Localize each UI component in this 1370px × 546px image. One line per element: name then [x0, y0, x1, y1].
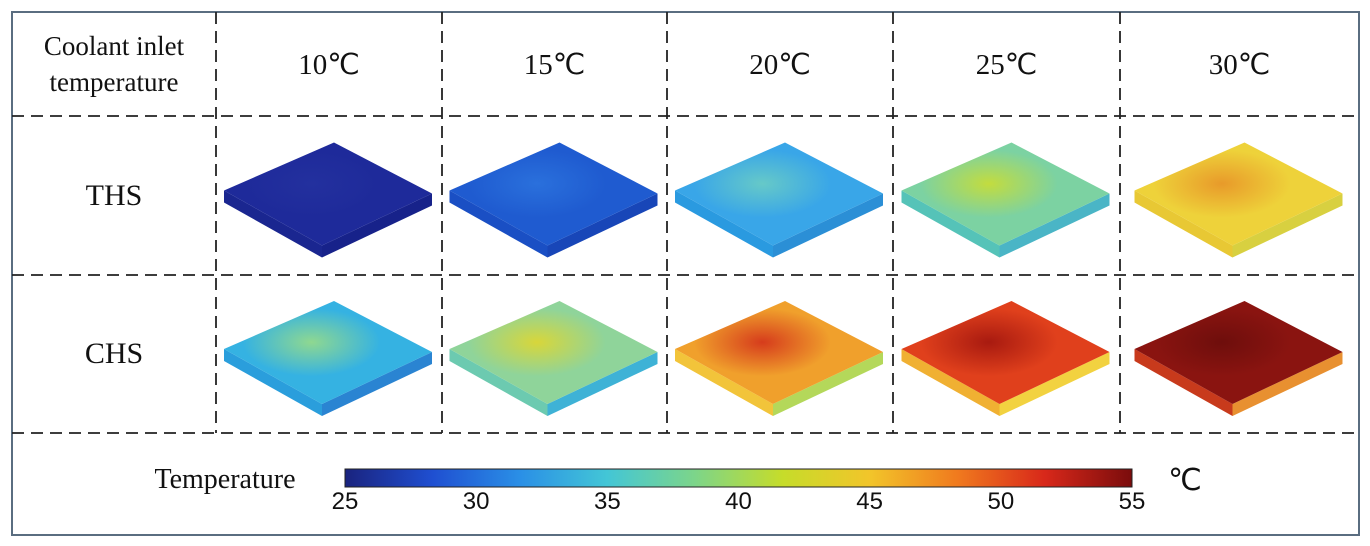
plate-side-right [999, 193, 1110, 258]
plate-top-surface [449, 142, 658, 246]
row-label-chs: CHS [84, 337, 144, 370]
plate-top-surface [901, 142, 1110, 246]
legend-title: Temperature [154, 464, 296, 495]
heat-sink-chs-3 [675, 301, 883, 416]
plate-side-right [547, 352, 658, 416]
plate-side-right [1232, 352, 1343, 416]
plate-top-surface [449, 301, 658, 404]
header-temp-25: 25℃ [975, 48, 1038, 81]
heat-sink-ths-4 [901, 142, 1110, 258]
plate-top-surface [1134, 142, 1343, 246]
heat-sink-ths-5 [1134, 142, 1343, 258]
heat-sink-chs-2 [449, 301, 658, 416]
colorbar-tick-45: 45 [856, 488, 884, 515]
plate-top-surface [901, 301, 1110, 404]
colorbar [344, 468, 1133, 488]
colorbar-tick-25: 25 [331, 488, 359, 515]
header-line-1: Coolant inlet [43, 31, 185, 61]
plate-top-surface [675, 142, 883, 246]
plate-side-front [675, 349, 773, 416]
heat-sink-ths-2 [449, 142, 658, 258]
heat-sink-chs-5 [1134, 301, 1343, 416]
plate-side-right [773, 193, 883, 258]
header-coolant-inlet-temperature: Coolant inlet temperature [14, 14, 214, 114]
plate-side-right [1232, 193, 1343, 258]
heat-sink-ths-3 [675, 142, 883, 258]
colorbar-tick-40: 40 [725, 488, 752, 515]
header-line-2: temperature [49, 67, 179, 97]
plate-side-front [901, 349, 1000, 416]
plate-side-right [322, 352, 432, 416]
plate-side-right [322, 193, 432, 258]
plate-side-front [1134, 349, 1233, 416]
plate-side-front [449, 349, 548, 416]
header-temp-10: 10℃ [298, 48, 360, 81]
plate-top-surface [224, 142, 432, 246]
heat-sink-chs-4 [901, 301, 1110, 416]
colorbar-tick-50: 50 [987, 488, 1015, 515]
plate-side-front [224, 349, 322, 416]
legend-unit: ℃ [1168, 463, 1202, 497]
header-temp-15: 15℃ [523, 48, 586, 81]
plate-side-right [999, 352, 1110, 416]
plate-side-front [675, 190, 773, 258]
plate-side-front [449, 190, 548, 258]
heat-sink-plots [224, 142, 1343, 416]
plate-side-front [1134, 190, 1233, 258]
heat-sink-chs-1 [224, 301, 432, 416]
plate-side-front [224, 190, 322, 258]
plate-top-surface [1134, 301, 1343, 404]
colorbar-tick-35: 35 [593, 488, 621, 515]
plate-top-surface [224, 301, 432, 404]
header-temp-30: 30℃ [1208, 48, 1271, 81]
plate-top-surface [675, 301, 883, 404]
plate-side-right [547, 193, 658, 258]
outer-border [11, 11, 1360, 536]
plate-side-right [773, 352, 883, 416]
heat-sink-ths-1 [224, 142, 432, 258]
header-temp-20: 20℃ [749, 48, 811, 81]
colorbar-tick-55: 55 [1118, 488, 1146, 515]
dashed-gridlines [12, 12, 1359, 434]
row-label-ths: THS [85, 178, 143, 212]
plate-side-front [901, 190, 1000, 258]
colorbar-tick-30: 30 [462, 488, 490, 515]
